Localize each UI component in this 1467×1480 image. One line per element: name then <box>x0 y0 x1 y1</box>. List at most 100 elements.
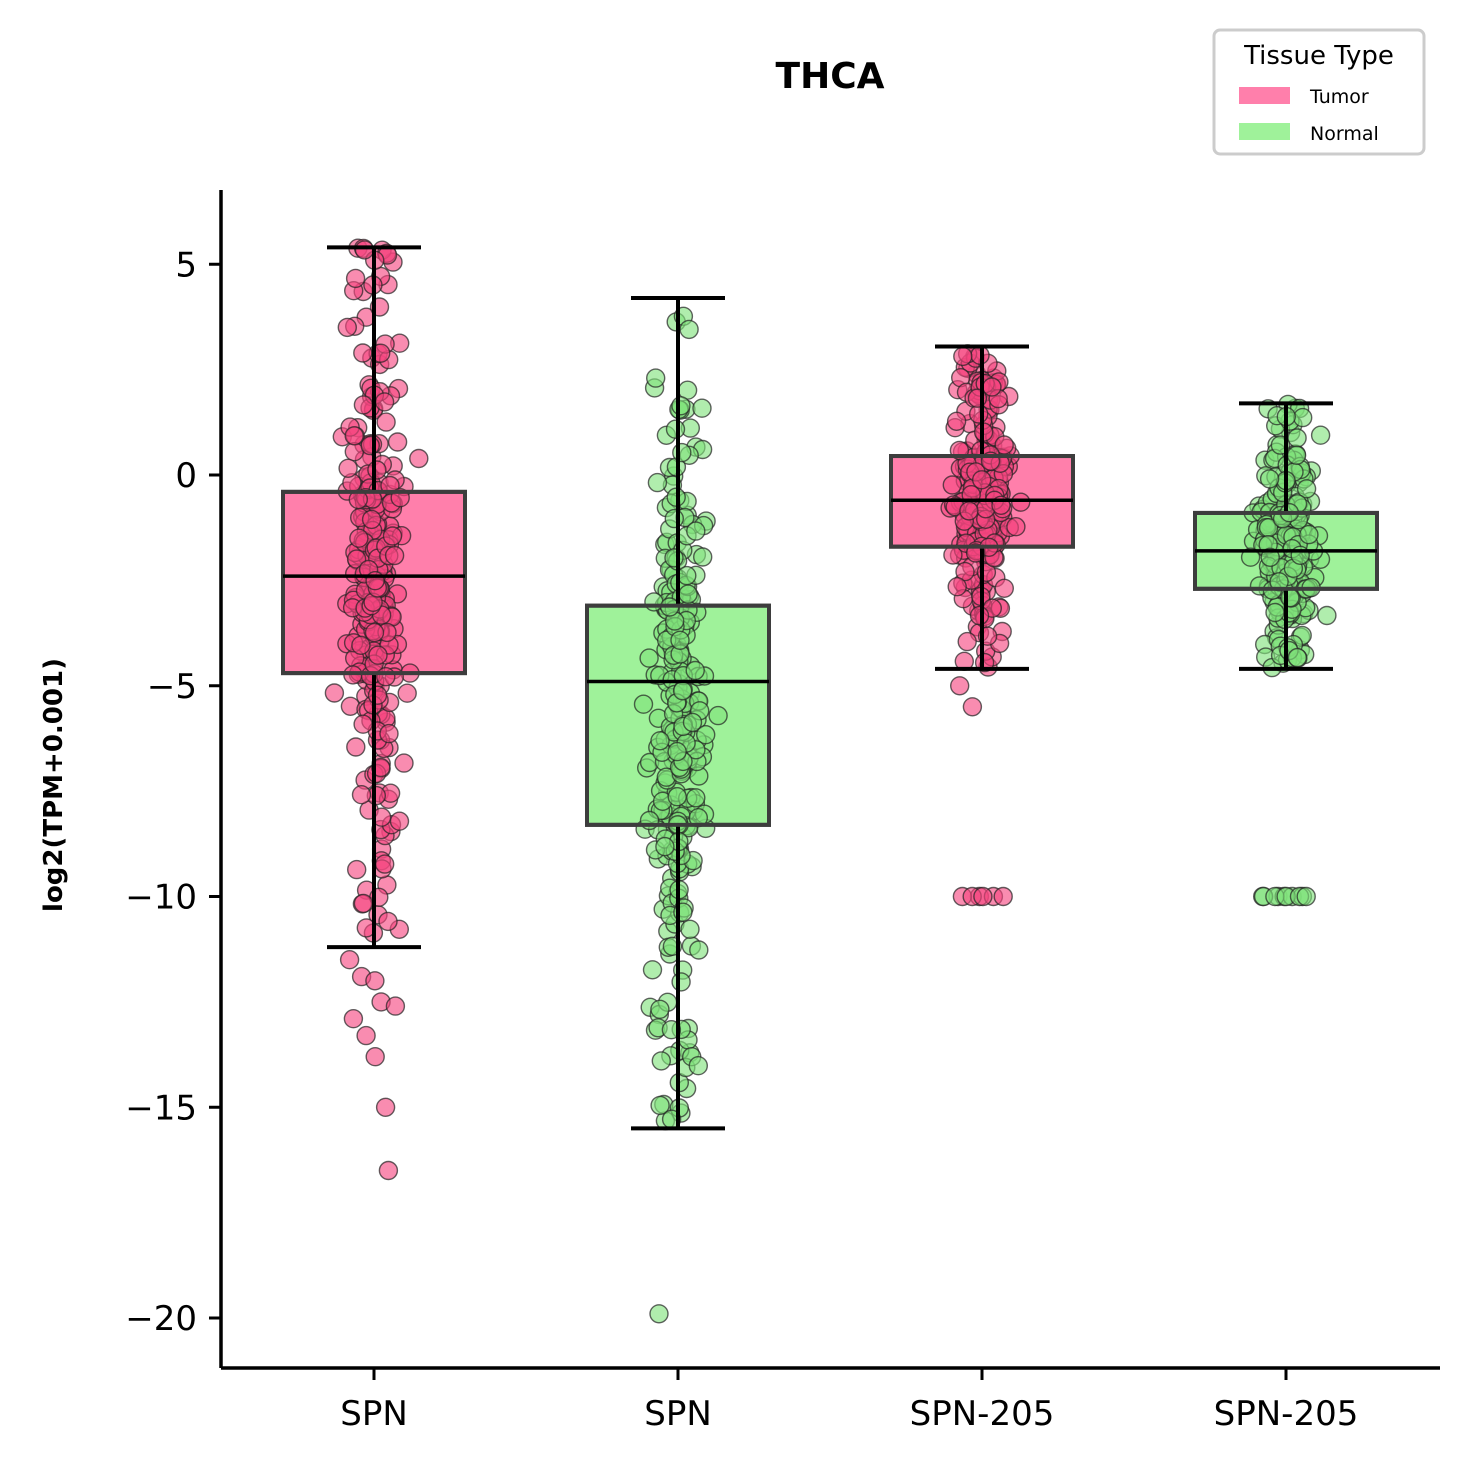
data-point <box>353 893 374 914</box>
data-point <box>667 787 687 807</box>
data-point <box>1292 407 1313 428</box>
outlier-point <box>356 1025 376 1046</box>
data-point <box>969 605 990 626</box>
data-point <box>646 368 666 388</box>
data-point <box>360 435 380 456</box>
data-point <box>642 960 663 980</box>
outlier-point <box>973 886 993 907</box>
data-point <box>324 683 345 703</box>
data-point <box>650 1095 670 1116</box>
data-point <box>672 681 693 701</box>
outlier-point <box>365 971 385 991</box>
data-point <box>696 725 716 745</box>
data-point <box>682 712 703 733</box>
data-point <box>1296 479 1317 499</box>
data-point <box>647 472 668 493</box>
data-point <box>672 442 692 463</box>
data-point <box>686 788 706 808</box>
data-point <box>955 561 975 582</box>
outlier-point <box>649 1304 669 1324</box>
outlier-point <box>343 1009 364 1029</box>
data-point <box>994 578 1014 598</box>
data-point <box>365 571 385 591</box>
y-tick-label: −20 <box>125 1299 197 1339</box>
data-point <box>972 470 992 490</box>
y-tick-label: −5 <box>147 667 197 707</box>
outlier-point <box>378 1160 399 1181</box>
data-point <box>349 528 369 548</box>
data-point <box>375 854 395 874</box>
data-point <box>353 395 374 415</box>
box-outline-1 <box>281 489 467 676</box>
data-point <box>1011 492 1031 512</box>
data-point <box>650 731 670 751</box>
data-point <box>1240 547 1261 567</box>
data-point <box>347 859 367 880</box>
jitter-points-4 <box>1240 394 1337 907</box>
chart-title: THCA <box>776 56 885 97</box>
data-point <box>686 521 706 541</box>
data-point <box>1260 547 1280 567</box>
data-point <box>678 584 698 604</box>
data-point <box>953 346 973 367</box>
legend-label-tumor: Tumor <box>1309 86 1369 108</box>
data-point <box>664 508 684 529</box>
data-point <box>367 460 387 480</box>
box-outline-2 <box>585 603 771 827</box>
jitter-points-2 <box>633 306 728 1324</box>
data-point <box>942 475 962 495</box>
legend-swatch-normal <box>1239 123 1290 140</box>
data-point <box>1290 545 1310 565</box>
data-point <box>1265 602 1285 623</box>
y-tick-label: 5 <box>175 245 197 285</box>
data-point <box>661 1019 682 1040</box>
data-point <box>1287 428 1307 448</box>
legend-label-normal: Normal <box>1310 123 1379 145</box>
outlier-point <box>1296 886 1316 907</box>
data-point <box>692 398 712 418</box>
data-point <box>946 411 967 431</box>
data-point <box>351 785 372 805</box>
data-point <box>1287 647 1308 668</box>
data-point <box>639 648 659 668</box>
legend-swatch-tumor <box>1239 87 1290 104</box>
outlier-point <box>385 996 406 1016</box>
outlier-point <box>365 1046 385 1067</box>
x-tick-label: SPN-205 <box>910 1394 1055 1434</box>
data-point <box>1299 524 1319 545</box>
data-point <box>374 392 395 412</box>
data-point <box>689 940 709 960</box>
data-point <box>354 240 375 260</box>
data-point <box>394 753 414 773</box>
data-point <box>655 836 675 857</box>
x-tick-label: SPN-205 <box>1214 1394 1359 1434</box>
box-group-4 <box>1193 394 1379 907</box>
legend-title: Tissue Type <box>1243 41 1394 71</box>
data-point <box>378 911 398 932</box>
data-point <box>376 667 396 687</box>
data-point <box>353 343 373 363</box>
data-point <box>959 501 979 521</box>
box-group-1 <box>281 238 467 1181</box>
data-point <box>650 999 670 1019</box>
data-point <box>351 635 371 655</box>
data-point <box>389 811 410 831</box>
y-tick-label: −15 <box>125 1088 197 1128</box>
data-point <box>651 1051 671 1071</box>
data-point <box>1310 425 1331 445</box>
box-group-3 <box>889 344 1075 907</box>
x-tick-label: SPN <box>340 1394 408 1434</box>
data-point <box>670 630 690 650</box>
data-point <box>346 737 366 757</box>
data-point <box>409 448 429 469</box>
data-point <box>338 458 358 478</box>
data-point <box>353 714 373 734</box>
data-point <box>340 696 361 716</box>
data-point <box>708 705 728 726</box>
data-point <box>364 622 385 643</box>
outlier-point <box>950 676 970 696</box>
jitter-points-1 <box>324 238 429 1181</box>
axes: 5 0 −5 −10 −15 −20 SPN SPN SPN-205 SPN-205 <box>125 190 1440 1434</box>
